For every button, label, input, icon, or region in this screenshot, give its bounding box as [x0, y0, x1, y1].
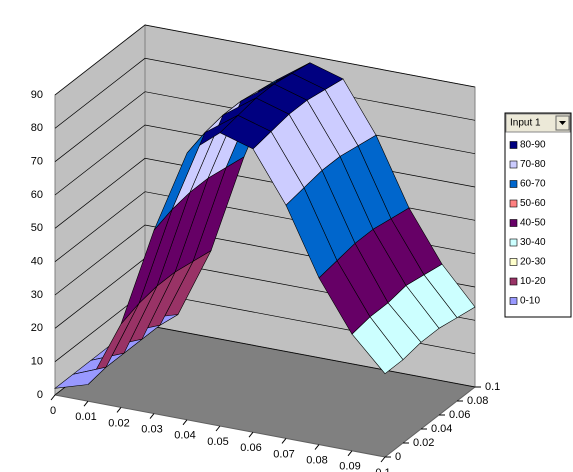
- legend-label: 0-10: [520, 296, 540, 307]
- x-tick: [83, 400, 89, 407]
- x-tick-label: 0.06: [240, 442, 261, 454]
- x-tick: [380, 456, 386, 463]
- x-tick-label: 0: [50, 405, 56, 417]
- y-tick-label: 0: [395, 451, 401, 463]
- legend-swatch: [509, 160, 518, 169]
- legend-label: 60-70: [520, 179, 546, 190]
- x-tick: [281, 438, 287, 444]
- legend-swatch: [509, 238, 518, 247]
- x-tick-label: 0.1: [375, 467, 390, 472]
- x-tick: [116, 407, 122, 413]
- legend-swatch: [509, 219, 518, 227]
- x-tick-label: 0.08: [306, 455, 327, 467]
- x-tick: [314, 444, 320, 450]
- surface: [53, 62, 476, 389]
- z-tick-label: 30: [31, 289, 43, 301]
- x-tick: [347, 450, 353, 457]
- y-tick-label: 0.06: [449, 409, 470, 421]
- x-tick-label: 0.01: [75, 411, 96, 423]
- legend-header: [505, 113, 571, 133]
- legend-swatch: [509, 297, 518, 305]
- legend-swatch: [509, 141, 518, 149]
- x-tick: [149, 413, 155, 419]
- z-tick-label: 60: [31, 189, 43, 201]
- y-tick-label: 0.04: [431, 423, 452, 435]
- z-tick-label: 0: [37, 389, 43, 401]
- x-tick: [50, 394, 56, 401]
- x-tick: [215, 425, 221, 432]
- legend: Input 1 80-90 70-80 60-70 50-60 40-50 30-40 20…: [504, 112, 572, 318]
- axes: 0 10 20 30 40 50 60 70 80 90 0 0.01 0.02 0.03 0.04 0.05…: [31, 89, 501, 472]
- legend-label: 20-30: [520, 257, 546, 268]
- x-tick-label: 0.07: [273, 448, 294, 460]
- legend-label: 70-80: [520, 159, 546, 170]
- x-tick-label: 0.03: [141, 424, 162, 436]
- z-tick-label: 70: [31, 156, 43, 168]
- y-tick-label: 0.08: [467, 395, 488, 407]
- legend-swatch: [509, 199, 518, 208]
- z-tick-label: 10: [31, 356, 43, 368]
- x-tick: [248, 431, 254, 438]
- legend-label: 40-50: [520, 218, 546, 229]
- z-tick-label: 90: [31, 89, 43, 101]
- legend-label: 80-90: [520, 140, 546, 151]
- surface-cell: [53, 366, 107, 389]
- legend-swatch: [509, 277, 518, 286]
- legend-swatch: [509, 258, 518, 266]
- x-tick: [182, 419, 188, 426]
- legend-swatch: [509, 180, 518, 188]
- x-tick-label: 0.04: [174, 430, 195, 442]
- dropdown-arrow: [559, 121, 566, 125]
- grid-line: [54, 24, 476, 96]
- legend-label: 10-20: [520, 276, 546, 287]
- z-tick-label: 80: [31, 122, 43, 134]
- legend-title: Input 1: [510, 118, 541, 129]
- y-tick-label: 0.1: [485, 381, 500, 393]
- legend-label: 50-60: [520, 198, 546, 209]
- y-tick-label: 0.02: [413, 437, 434, 449]
- z-tick-label: 50: [31, 222, 43, 234]
- z-tick-label: 40: [31, 256, 43, 268]
- z-tick-label: 20: [31, 322, 43, 334]
- grid-line: [54, 57, 476, 129]
- x-tick-label: 0.05: [207, 436, 228, 448]
- legend-label: 30-40: [520, 237, 546, 248]
- x-tick-label: 0.02: [108, 417, 129, 429]
- x-tick-label: 0.09: [339, 461, 360, 472]
